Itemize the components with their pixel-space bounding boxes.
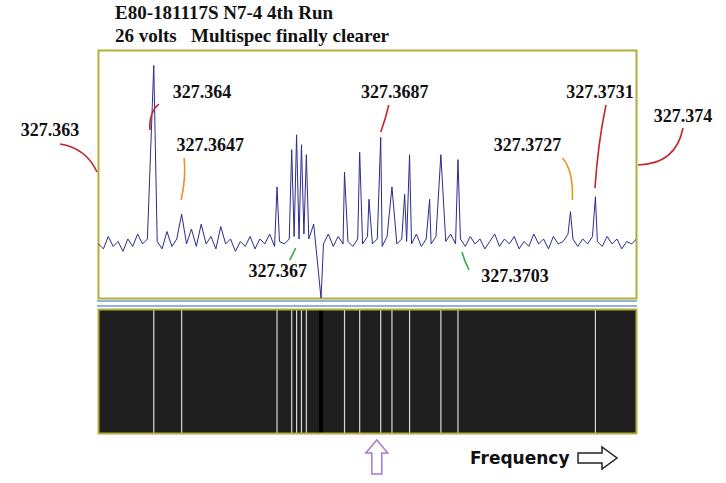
svg-text:327.3731: 327.3731 — [566, 82, 634, 102]
html-text:26 volts Multispec finally cle: 26 volts Multispec finally clearer — [115, 25, 389, 46]
svg-text:Frequency: Frequency — [470, 448, 570, 468]
svg-text:327.3647: 327.3647 — [176, 135, 244, 155]
svg-text:327.374: 327.374 — [654, 106, 713, 126]
svg-text:327.3703: 327.3703 — [481, 266, 549, 286]
svg-text:327.3727: 327.3727 — [494, 135, 562, 155]
svg-text:327.367: 327.367 — [248, 261, 307, 281]
svg-text:327.363: 327.363 — [21, 120, 80, 140]
svg-text:327.3687: 327.3687 — [361, 82, 429, 102]
html-text:E80-181117S N7-4 4th Run: E80-181117S N7-4 4th Run — [115, 2, 333, 23]
svg-text:327.364: 327.364 — [173, 82, 232, 102]
